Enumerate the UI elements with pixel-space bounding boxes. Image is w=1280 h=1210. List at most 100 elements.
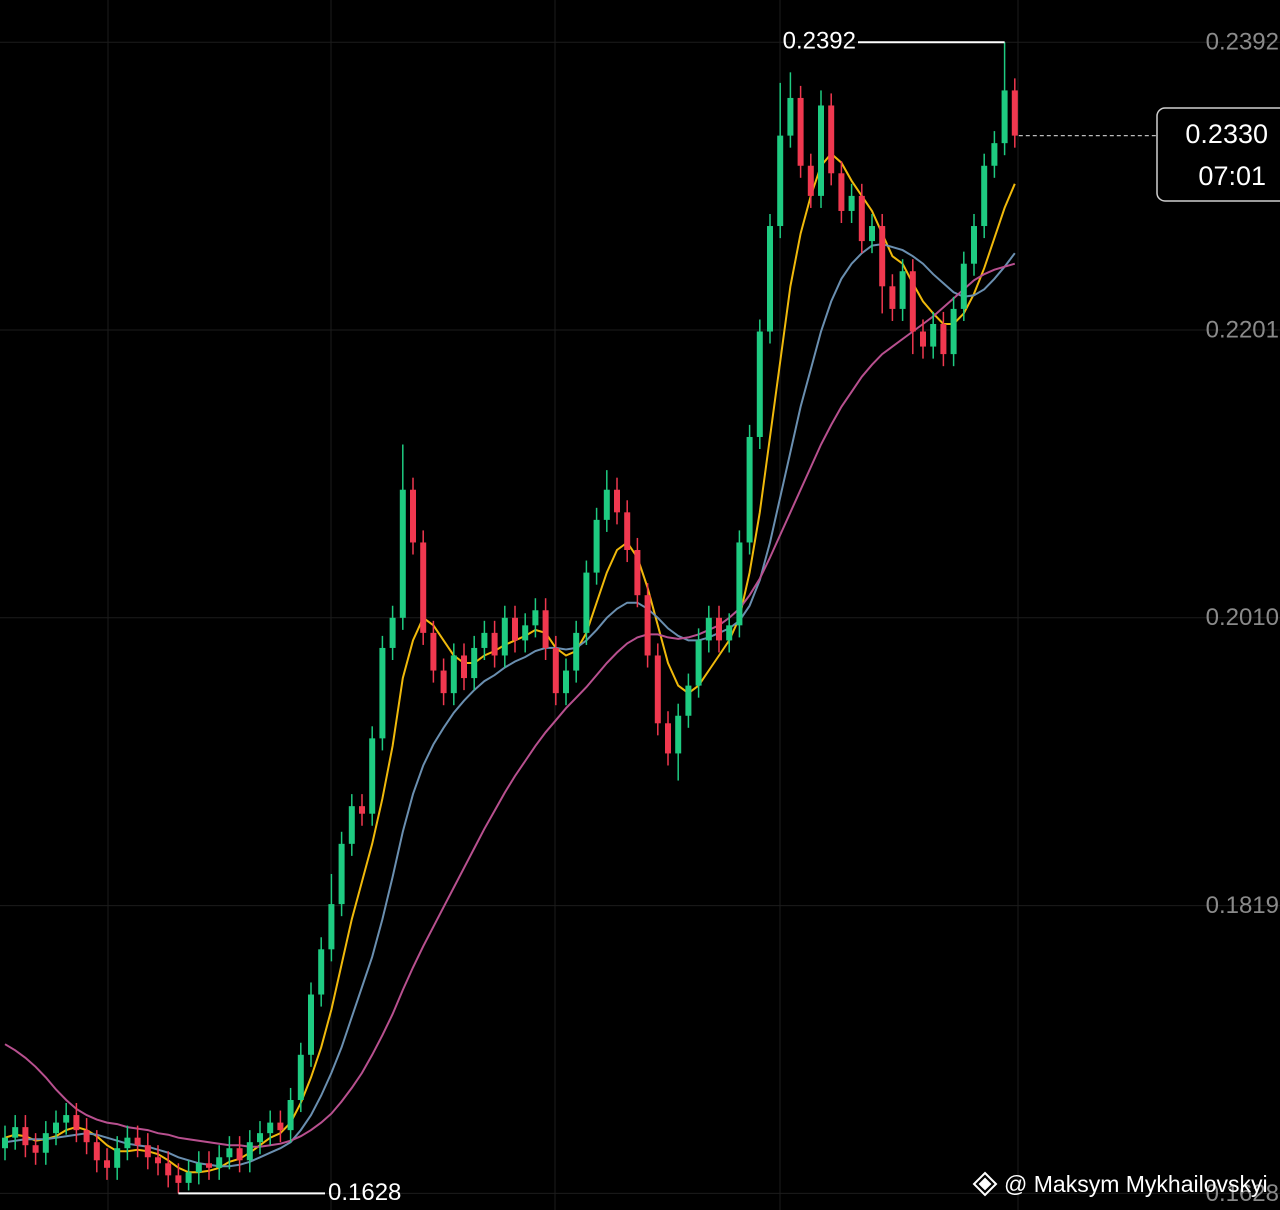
candle-body [185, 1172, 192, 1183]
y-tick-label: 0.2201 [1206, 316, 1279, 343]
candle-body [971, 226, 977, 264]
candle-body [573, 632, 580, 671]
candle-body [246, 1142, 253, 1161]
candle-body [450, 655, 457, 694]
candle-body [542, 610, 549, 648]
candle-body [410, 489, 416, 543]
candle-body [675, 715, 682, 754]
moving-average-line [4, 152, 1016, 1174]
candle-body [175, 1175, 182, 1183]
candle-body [848, 195, 855, 211]
candle-body [114, 1148, 121, 1168]
candle-body [226, 1148, 233, 1158]
overlay-lines [4, 152, 1016, 1174]
candle-body [909, 271, 916, 332]
candle-body [777, 135, 784, 227]
candle-body [501, 617, 508, 656]
candles [2, 42, 1018, 1194]
candle-body [318, 949, 325, 995]
candle-body [308, 994, 314, 1055]
candle-body [532, 610, 539, 626]
candle-body [756, 331, 763, 437]
attribution-icon [972, 1171, 998, 1197]
attribution: @ Maksym Mykhailovskyi [1004, 1171, 1268, 1197]
candle-body [134, 1137, 141, 1146]
candle-body [614, 489, 620, 513]
candle-body [12, 1127, 19, 1138]
candle-body [287, 1100, 294, 1131]
diamond-icon-inner [978, 1177, 992, 1191]
candle-body [940, 323, 947, 355]
candle-body [104, 1160, 110, 1168]
candle-body [930, 323, 937, 347]
candle-body [144, 1145, 151, 1158]
candle-body [736, 542, 743, 626]
price-box [1156, 107, 1280, 202]
candle-body [644, 595, 651, 656]
candle-body [73, 1115, 80, 1131]
candle-body [32, 1145, 39, 1153]
candle-body [695, 640, 702, 686]
candle-body [440, 670, 447, 694]
candle-body [512, 617, 518, 641]
candle-body [716, 617, 722, 641]
candle-body [889, 286, 896, 309]
candle-body [491, 632, 498, 656]
diamond-icon [972, 1171, 998, 1197]
candle-body [634, 550, 641, 596]
countdown: 07:01 [1198, 161, 1266, 191]
candle-body [981, 165, 988, 227]
candle-body [267, 1122, 274, 1134]
candle-body [726, 625, 733, 641]
candle-body [277, 1122, 284, 1131]
candle-body [593, 519, 600, 573]
candle-body [216, 1157, 223, 1168]
candle-body [522, 625, 529, 641]
moving-average-line [4, 262, 1016, 1148]
candle-body [206, 1163, 212, 1168]
candle-body [879, 226, 886, 287]
candle-body [53, 1122, 59, 1134]
moving-average-line [4, 243, 1016, 1168]
candle-body [369, 738, 376, 814]
candle-body [236, 1148, 243, 1161]
candle-body [389, 617, 396, 648]
candle-body [563, 670, 569, 694]
candle-body [991, 143, 998, 166]
y-tick-label: 0.1819 [1206, 892, 1279, 919]
candle-body [654, 655, 661, 724]
last-price: 0.2330 [1185, 119, 1268, 149]
candle-body [63, 1115, 70, 1123]
candle-body [869, 226, 875, 242]
candle-body [83, 1130, 90, 1143]
candle-body [461, 655, 467, 679]
y-tick-label: 0.2010 [1206, 604, 1279, 631]
candle-body [624, 512, 631, 550]
candle-body [838, 173, 845, 211]
candle-body [165, 1163, 172, 1176]
candle-body [685, 685, 692, 716]
candle-body [950, 308, 957, 355]
candle-body [818, 105, 824, 196]
candle-body [359, 806, 365, 814]
high-label: 0.2392 [783, 28, 856, 55]
candle-body [603, 489, 610, 520]
candle-body [583, 572, 590, 633]
candle-body [93, 1142, 100, 1161]
grid: 0.2392 0.2201 0.2010 0.1819 0.1628 [0, 29, 1280, 1207]
candle-body [124, 1137, 131, 1149]
candle-body [920, 331, 926, 347]
candle-body [858, 195, 865, 242]
candle-body [430, 632, 437, 671]
candle-body [420, 542, 427, 633]
candle-body [807, 165, 814, 196]
candle-body [705, 617, 712, 641]
candle-body [899, 271, 906, 309]
y-tick-label: 0.2392 [1206, 29, 1279, 56]
candle-body [1011, 90, 1018, 136]
candle-body [797, 97, 804, 166]
candle-body [828, 105, 835, 174]
candle-body [42, 1133, 49, 1153]
candle-body [746, 436, 753, 543]
